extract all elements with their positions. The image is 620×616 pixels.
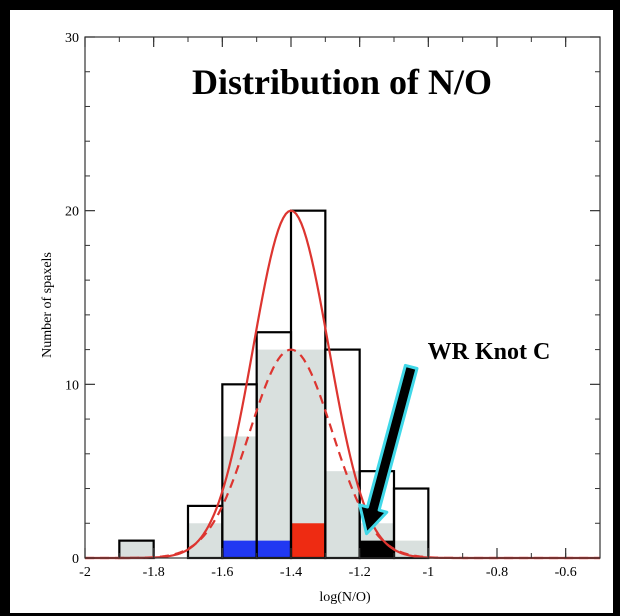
chart-frame: -2 -1.8 -1.6 -1.4 -1.2 -1 -0.8 -0.6 0 10 20 30 Dist… <box>10 10 613 613</box>
plot-frame <box>84 36 601 559</box>
y-tick-label-3: 30 <box>65 31 79 46</box>
x-tick-label-7: -0.6 <box>555 565 577 580</box>
bar-subset-5 <box>325 471 360 558</box>
bar-subset-0 <box>119 540 154 558</box>
x-tick-label-1: -1.8 <box>143 565 165 580</box>
y-axis-label: Number of spaxels <box>40 252 55 358</box>
y-tick-label-2: 20 <box>65 205 79 220</box>
y-tick-label-1: 10 <box>65 378 79 393</box>
x-tick-label-0: -2 <box>79 565 91 580</box>
x-tick-label-6: -0.8 <box>486 565 508 580</box>
bar-blue-1 <box>256 540 291 558</box>
y-tick-label-0: 0 <box>72 552 79 567</box>
chart-svg: -2 -1.8 -1.6 -1.4 -1.2 -1 -0.8 -0.6 0 10 20 30 Dist… <box>40 31 601 605</box>
bar-subset-3 <box>256 349 291 558</box>
annotation-arrow <box>358 363 419 536</box>
bar-subset-2 <box>222 436 257 558</box>
bar-subset-1 <box>188 523 223 558</box>
x-tick-label-5: -1 <box>422 565 434 580</box>
x-tick-label-4: -1.2 <box>349 565 371 580</box>
chart-title: Distribution of N/O <box>192 62 492 102</box>
annotation-label: WR Knot C <box>428 339 551 365</box>
x-axis-label: log(N/O) <box>319 590 371 605</box>
bar-blue-0 <box>222 540 257 558</box>
bar-red-0 <box>291 523 326 558</box>
x-tick-label-2: -1.6 <box>211 565 233 580</box>
x-tick-label-3: -1.4 <box>280 565 302 580</box>
bar-black-0 <box>359 540 394 558</box>
